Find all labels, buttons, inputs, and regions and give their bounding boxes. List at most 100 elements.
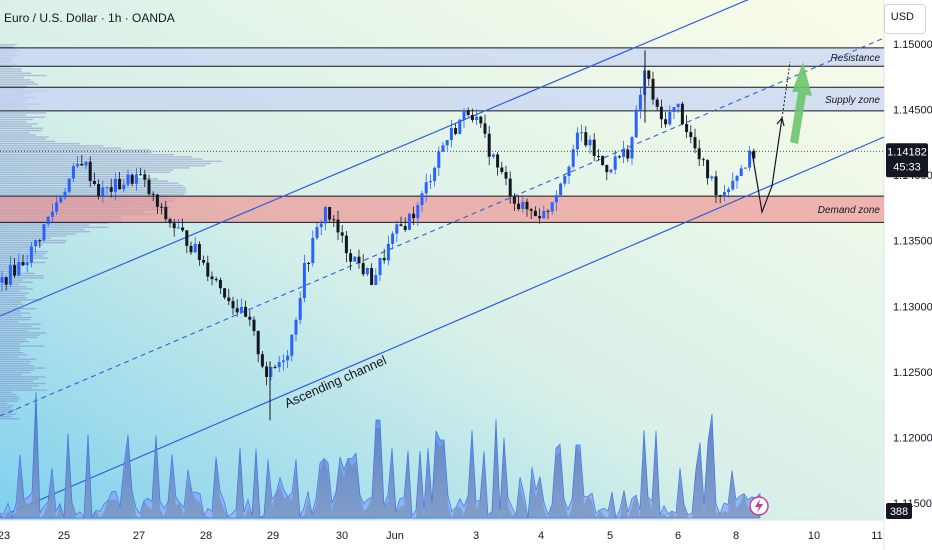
zone-demand-zone-label: Demand zone — [818, 205, 881, 216]
volume-profile-bar — [0, 396, 19, 398]
volume-profile-bar — [0, 345, 45, 347]
candle-body — [529, 209, 533, 211]
candle-body — [613, 156, 617, 170]
candle-body — [664, 119, 668, 125]
volume-profile-bar — [0, 332, 46, 334]
candle-body — [168, 219, 172, 224]
volume-profile-bar — [0, 376, 45, 378]
candle-body — [588, 139, 592, 146]
volume-profile-bar — [0, 162, 212, 165]
volume-profile-bar — [0, 297, 27, 299]
candle-body — [67, 178, 71, 192]
volume-profile-bar — [0, 336, 38, 338]
candle-body — [55, 202, 59, 212]
volume-profile-bar — [0, 411, 13, 413]
candle-body — [575, 132, 579, 150]
volume-profile-bar — [0, 121, 27, 123]
volume-profile-bar — [0, 365, 35, 367]
candle-body — [378, 258, 382, 275]
candle-body — [101, 187, 105, 196]
candle-body — [294, 319, 298, 335]
candle-body — [580, 132, 584, 134]
candles — [0, 50, 756, 421]
candle-body — [71, 166, 75, 179]
candle-body — [118, 178, 122, 190]
candle-body — [479, 116, 483, 124]
candle-body — [273, 366, 277, 368]
volume-profile-bar — [0, 341, 29, 343]
projection — [751, 61, 812, 215]
volume-profile-bar — [0, 323, 41, 325]
candle-body — [311, 238, 315, 264]
candle-body — [155, 194, 159, 207]
volume-profile-bar — [0, 136, 49, 138]
candle-body — [521, 201, 525, 210]
volume-histogram — [0, 391, 761, 520]
candle-body — [386, 243, 390, 261]
candle-body — [231, 301, 235, 309]
candle-body — [340, 232, 344, 236]
time-tick-label: 10 — [808, 530, 820, 542]
volume-profile-bar — [0, 281, 33, 283]
candle-body — [349, 253, 353, 262]
time-tick-label: 4 — [538, 530, 544, 542]
candle-body — [374, 274, 378, 286]
projection-path — [751, 117, 783, 215]
volume-profile-bar — [0, 151, 152, 154]
candle-body — [218, 279, 222, 289]
candle-body — [21, 262, 25, 266]
volume-profile-bar — [0, 149, 151, 151]
candle-body — [97, 184, 101, 196]
volume-profile-bar — [0, 114, 26, 116]
candle-body — [542, 210, 546, 219]
candle-body — [491, 154, 495, 157]
candle-body — [147, 179, 151, 194]
volume-profile-bar — [0, 134, 36, 136]
currency-box[interactable] — [884, 4, 926, 34]
candle-body — [722, 192, 726, 196]
candle-body — [302, 262, 306, 299]
volume-profile-bar — [0, 123, 38, 125]
candle-body — [164, 206, 168, 220]
candle-body — [361, 263, 365, 275]
candle-body — [689, 132, 693, 138]
volume-profile-bar — [0, 292, 29, 294]
volume-profile-bar — [0, 244, 43, 246]
candle-body — [235, 308, 239, 313]
candle-body — [718, 195, 722, 197]
volume-profile-bar — [0, 70, 22, 72]
candle-body — [13, 265, 17, 276]
volume-profile-bar — [0, 176, 136, 178]
candle-body — [416, 205, 420, 219]
candle-body — [172, 223, 176, 229]
volume-profile-bar — [0, 242, 66, 244]
candle-body — [185, 230, 189, 246]
candle-body — [458, 119, 462, 134]
candle-body — [748, 150, 752, 168]
candle-body — [59, 197, 63, 203]
volume-profile-bar — [0, 338, 27, 341]
symbol-title[interactable]: Euro / U.S. Dollar · 1h · OANDA — [4, 11, 175, 25]
candle-body — [76, 163, 80, 167]
candle-body — [659, 106, 663, 120]
candle-body — [605, 165, 609, 173]
candle-body — [29, 246, 33, 263]
volume-profile-bar — [0, 409, 17, 411]
candle-body — [685, 124, 689, 133]
candle-body — [126, 174, 130, 185]
volume-profile-bar — [0, 356, 19, 358]
volume-profile-bar — [0, 398, 20, 400]
volume-profile-bar — [0, 127, 44, 129]
candle-body — [92, 180, 96, 185]
candle-body — [202, 260, 206, 263]
zone-demand-zone — [0, 196, 884, 223]
candle-body — [399, 224, 403, 227]
candle-body — [470, 114, 474, 120]
volume-profile-bar — [0, 182, 179, 184]
volume-profile-bar — [0, 74, 47, 77]
candle-body — [727, 189, 731, 193]
volume-profile-bar — [0, 191, 186, 193]
price-tick-label: 1.12000 — [893, 432, 932, 444]
volume-profile-bar — [0, 314, 22, 316]
